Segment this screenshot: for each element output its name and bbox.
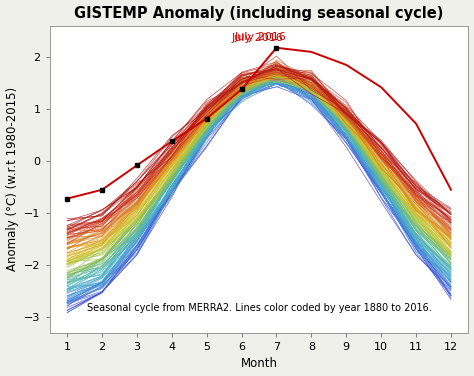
- X-axis label: Month: Month: [240, 358, 278, 370]
- Y-axis label: Anomaly (°C) (w.r.t 1980-2015): Anomaly (°C) (w.r.t 1980-2015): [6, 87, 18, 271]
- Text: Seasonal cycle from MERRA2. Lines color coded by year 1880 to 2016.: Seasonal cycle from MERRA2. Lines color …: [87, 303, 431, 313]
- Text: July 2016: July 2016: [231, 33, 283, 44]
- Text: July 2016: July 2016: [235, 32, 286, 42]
- Title: GISTEMP Anomaly (including seasonal cycle): GISTEMP Anomaly (including seasonal cycl…: [74, 6, 444, 21]
